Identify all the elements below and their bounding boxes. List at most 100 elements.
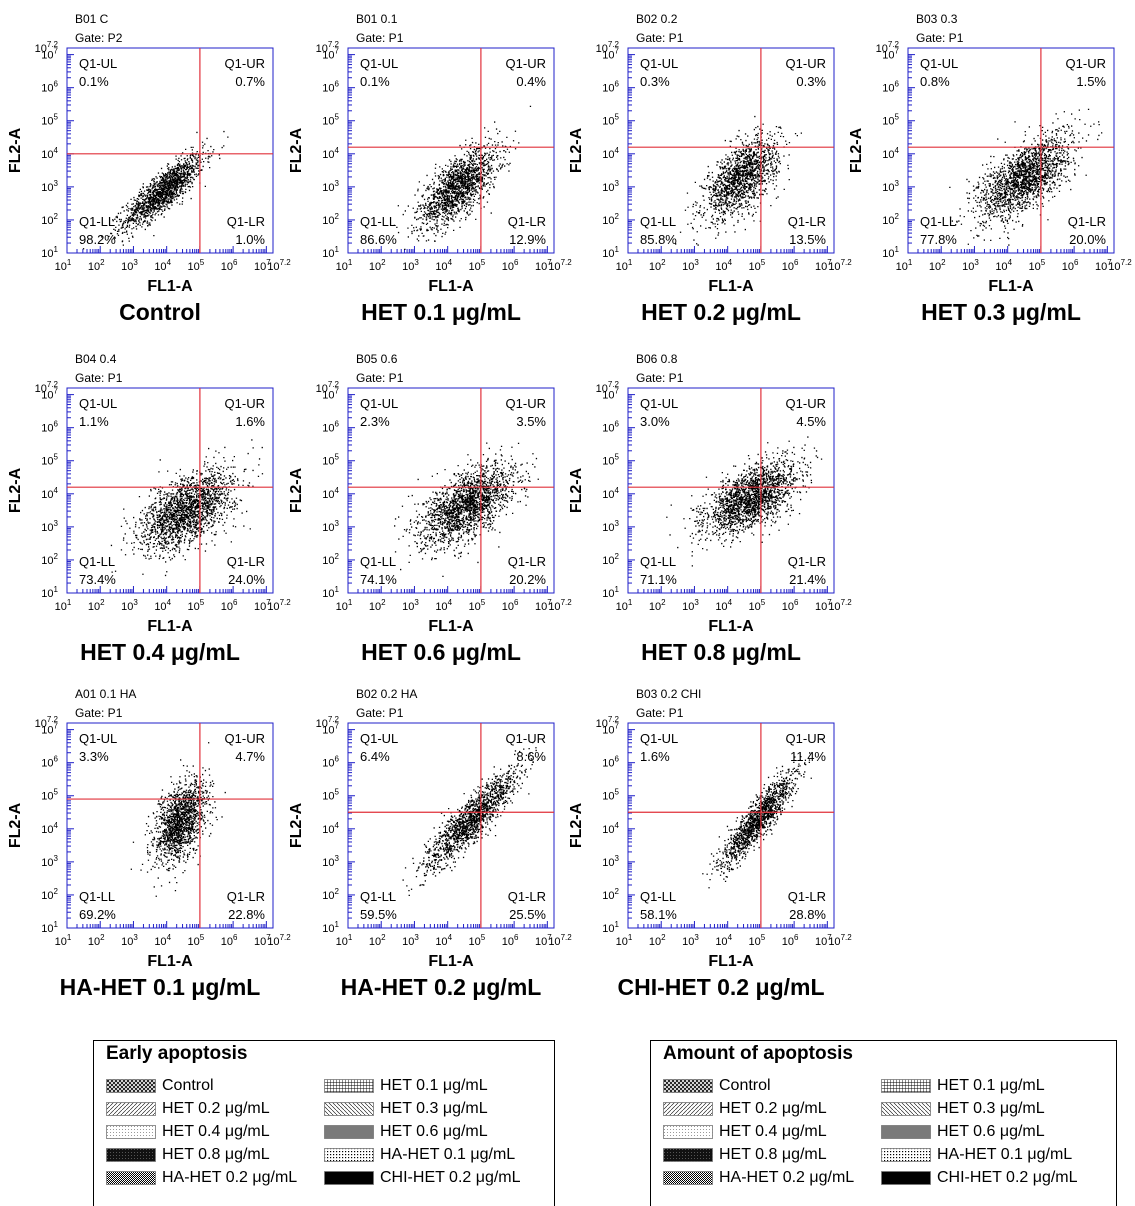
quadrant-ul-value: 6.4%: [360, 749, 390, 764]
y-tick-label: 102: [41, 887, 58, 902]
plot-area: [66, 387, 274, 594]
quadrant-ll-value: 98.2%: [79, 232, 116, 247]
y-tick-label: 106: [41, 80, 58, 95]
x-tick-label: 105: [749, 258, 766, 273]
legend-item: HET 0.6 μg/mL: [324, 1121, 488, 1143]
y-tick-label: 107: [41, 722, 58, 737]
y-tick-label: 102: [41, 552, 58, 567]
legend-amount-of-apoptosis: Amount of apoptosis Control HET 0.1 μg/mL…: [650, 1040, 1117, 1206]
legend-swatch: [663, 1102, 713, 1116]
x-tick-label: 103: [121, 933, 138, 948]
y-tick-label: 103: [41, 854, 58, 869]
y-tick-label: 101: [602, 920, 619, 935]
quadrant-ll-label: Q1-LL: [640, 554, 676, 569]
quadrant-ul-label: Q1-UL: [640, 56, 678, 71]
quadrant-ul-label: Q1-UL: [79, 56, 117, 71]
legend-title: Early apoptosis: [106, 1043, 248, 1064]
y-tick-label: 102: [41, 212, 58, 227]
x-tick-label: 104: [154, 598, 171, 613]
quadrant-ll-label: Q1-LL: [640, 889, 676, 904]
y-tick-label: 107.2: [316, 40, 340, 55]
quadrant-ll-value: 77.8%: [920, 232, 957, 247]
x-tick-label: 104: [715, 258, 732, 273]
plot-area: [347, 722, 555, 929]
panel-header: B02 0.2: [636, 12, 678, 26]
plot-area: [66, 47, 274, 254]
y-tick-label: 101: [41, 920, 58, 935]
quadrant-lr-label: Q1-LR: [508, 554, 546, 569]
legend-swatch: [663, 1125, 713, 1139]
y-tick-label: 101: [322, 585, 339, 600]
x-axis-label: FL1-A: [708, 953, 754, 970]
x-tick-label: 102: [88, 258, 105, 273]
legend-label: HET 0.1 μg/mL: [380, 1077, 488, 1094]
legend-item: HA-HET 0.2 μg/mL: [106, 1167, 297, 1189]
legend-item: HET 0.4 μg/mL: [663, 1121, 827, 1143]
y-axis-label: FL2-A: [288, 802, 305, 848]
quadrant-lr-label: Q1-LR: [227, 889, 265, 904]
y-axis-label: FL2-A: [7, 467, 24, 513]
quadrant-ur-value: 1.5%: [1076, 74, 1106, 89]
x-tick-label: 103: [402, 933, 419, 948]
quadrant-ll-label: Q1-LL: [79, 889, 115, 904]
quadrant-ll-label: Q1-LL: [79, 214, 115, 229]
x-tick-label: 107.2: [267, 258, 291, 273]
y-tick-label: 107: [322, 387, 339, 402]
quadrant-ll-label: Q1-LL: [920, 214, 956, 229]
legend-swatch: [324, 1102, 374, 1116]
x-tick-label: 107: [815, 258, 832, 273]
legend-title: Amount of apoptosis: [663, 1043, 853, 1064]
y-tick-label: 107: [41, 47, 58, 62]
x-tick-label: 106: [782, 598, 799, 613]
x-tick-label: 105: [749, 598, 766, 613]
quadrant-ul-label: Q1-UL: [640, 731, 678, 746]
y-tick-label: 102: [602, 887, 619, 902]
scatter-points: [393, 105, 532, 250]
y-tick-label: 105: [322, 453, 339, 468]
quadrant-ur-value: 4.7%: [235, 749, 265, 764]
panel-header: B01 C: [75, 12, 109, 26]
y-tick-label: 107: [322, 47, 339, 62]
y-tick-label: 104: [602, 821, 619, 836]
y-tick-label: 107.2: [596, 380, 620, 395]
x-tick-label: 107.2: [548, 258, 572, 273]
y-tick-label: 107.2: [596, 40, 620, 55]
condition-title: HET 0.6 μg/mL: [361, 639, 521, 665]
y-tick-label: 103: [41, 179, 58, 194]
panel-header: A01 0.1 HA: [75, 687, 136, 701]
quadrant-ur-label: Q1-UR: [506, 396, 546, 411]
quadrant-ur-value: 11.4%: [790, 749, 826, 764]
y-tick-label: 107.2: [316, 380, 340, 395]
legend-label: CHI-HET 0.2 μg/mL: [380, 1169, 521, 1186]
quadrant-ul-label: Q1-UL: [920, 56, 958, 71]
condition-title: HET 0.1 μg/mL: [361, 299, 521, 325]
y-tick-label: 102: [602, 212, 619, 227]
panel-header: B03 0.2 CHI: [636, 687, 701, 701]
x-tick-label: 107: [535, 933, 552, 948]
gate-label: Gate: P1: [356, 706, 404, 720]
x-tick-label: 102: [929, 258, 946, 273]
condition-title: CHI-HET 0.2 μg/mL: [617, 974, 824, 1000]
legend-swatch: [881, 1125, 931, 1139]
quadrant-lr-value: 20.0%: [1069, 232, 1106, 247]
quadrant-lr-value: 21.4%: [789, 572, 826, 587]
plot-area: [907, 47, 1115, 254]
panel-header: B05 0.6: [356, 352, 398, 366]
x-tick-label: 101: [55, 258, 72, 273]
y-tick-label: 106: [322, 80, 339, 95]
x-tick-label: 101: [616, 258, 633, 273]
legend-item: HET 0.6 μg/mL: [881, 1121, 1045, 1143]
quadrant-ul-value: 1.1%: [79, 414, 109, 429]
quadrant-ul-label: Q1-UL: [360, 396, 398, 411]
legend-label: Control: [719, 1077, 771, 1094]
panel-header: B04 0.4: [75, 352, 117, 366]
legend-swatch: [106, 1079, 156, 1093]
panel-header: B03 0.3: [916, 12, 958, 26]
x-tick-label: 103: [682, 933, 699, 948]
y-axis-label: FL2-A: [7, 127, 24, 173]
quadrant-ur-value: 0.7%: [235, 74, 265, 89]
condition-title: HET 0.4 μg/mL: [80, 639, 240, 665]
